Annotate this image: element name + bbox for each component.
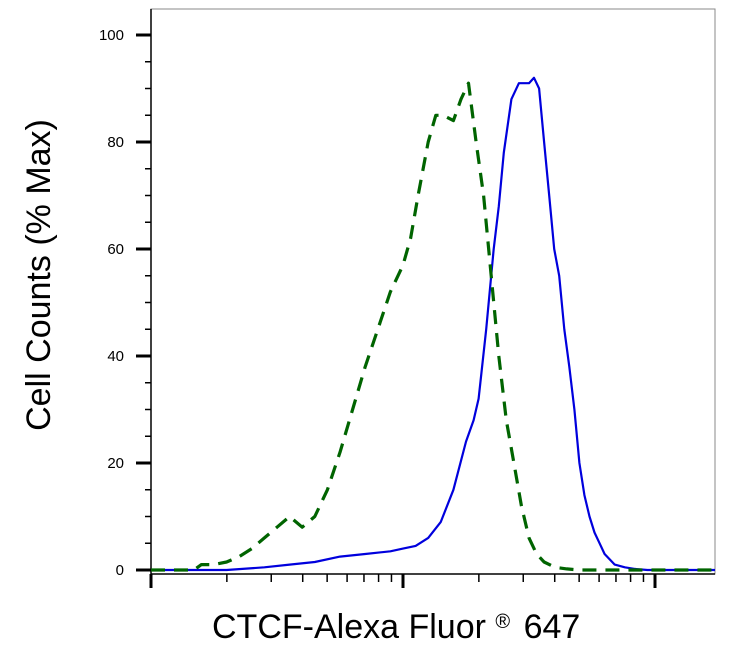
y-tick-label: 0	[116, 562, 124, 579]
y-tick-label: 100	[99, 27, 124, 44]
y-axis-title: Cell Counts (% Max)	[20, 119, 58, 431]
sample-histogram-line	[151, 76, 715, 572]
x-axis-title-suffix: 647	[524, 608, 581, 646]
x-axis-title: CTCF-Alexa Fluor ® 647	[212, 598, 580, 646]
control-histogram-line	[151, 81, 715, 572]
plot-frame	[150, 8, 716, 575]
y-ticks: 0 20 40 60 80 100	[99, 27, 151, 579]
x-axis-title-main: CTCF-Alexa Fluor	[212, 608, 486, 646]
series-layer	[151, 76, 715, 572]
y-tick-label: 20	[107, 455, 124, 472]
y-tick-label: 80	[107, 134, 124, 151]
y-tick-label: 60	[107, 241, 124, 258]
x-ticks	[149, 574, 657, 588]
registered-mark: ®	[495, 611, 510, 633]
y-tick-label: 40	[107, 348, 124, 365]
